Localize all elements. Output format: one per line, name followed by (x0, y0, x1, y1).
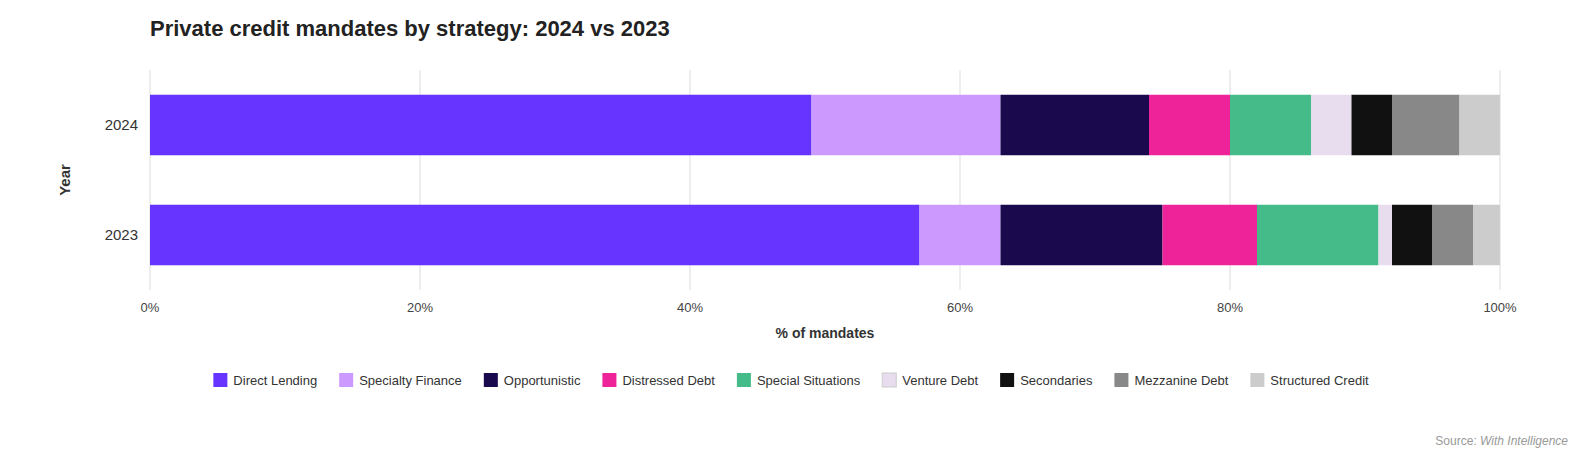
legend-label: Direct Lending (233, 373, 317, 388)
legend-item: Venture Debt (882, 373, 978, 388)
legend-swatch (484, 373, 498, 387)
legend-item: Special Situations (737, 373, 861, 388)
legend-swatch (1114, 373, 1128, 387)
legend-label: Structured Credit (1270, 373, 1369, 388)
legend-swatch (339, 373, 353, 387)
legend-label: Specialty Finance (359, 373, 462, 388)
bar-segment (1433, 205, 1474, 266)
legend-swatch (1000, 373, 1014, 387)
source: Source: With Intelligence (1435, 434, 1568, 448)
legend-label: Distressed Debt (622, 373, 715, 388)
bar-segment (1392, 205, 1433, 266)
legend-swatch (737, 373, 751, 387)
legend-item: Mezzanine Debt (1114, 373, 1228, 388)
bar-segment (1392, 95, 1460, 156)
bar-segment (1473, 205, 1500, 266)
bar-segment (1163, 205, 1258, 266)
legend-label: Opportunistic (504, 373, 581, 388)
x-tick-label: 80% (1217, 300, 1243, 315)
legend-swatch (602, 373, 616, 387)
title: Private credit mandates by strategy: 202… (150, 16, 670, 41)
x-tick-label: 100% (1483, 300, 1517, 315)
bar-segment (1379, 205, 1393, 266)
legend-label: Secondaries (1020, 373, 1093, 388)
x-tick-label: 20% (407, 300, 433, 315)
bar-segment (150, 205, 920, 266)
bar-segment (1311, 95, 1352, 156)
bar-segment (1352, 95, 1393, 156)
source-part: Source: (1435, 434, 1480, 448)
bar-segment (1149, 95, 1230, 156)
bars (150, 95, 1500, 266)
legend-item: Secondaries (1000, 373, 1093, 388)
bar-segment (1460, 95, 1501, 156)
legend-item: Direct Lending (213, 373, 317, 388)
y-axis-label: Year (56, 164, 73, 196)
x-axis-label: % of mandates (776, 325, 875, 341)
legend-swatch (1250, 373, 1264, 387)
legend-label: Mezzanine Debt (1134, 373, 1228, 388)
legend-item: Opportunistic (484, 373, 581, 388)
x-tick-label: 0% (141, 300, 160, 315)
legend-label: Special Situations (757, 373, 861, 388)
x-tick-label: 60% (947, 300, 973, 315)
bar-segment (812, 95, 1001, 156)
legend-item: Specialty Finance (339, 373, 462, 388)
legend-swatch (882, 373, 896, 387)
legend: Direct Lending Specialty Finance Opportuni… (213, 373, 1369, 388)
legend-label: Venture Debt (902, 373, 978, 388)
source-part: With Intelligence (1480, 434, 1568, 448)
x-tick-label: 40% (677, 300, 703, 315)
y-tick-label: 2023 (105, 226, 138, 243)
legend-swatch (213, 373, 227, 387)
legend-item: Structured Credit (1250, 373, 1369, 388)
bar-segment (920, 205, 1001, 266)
bar-segment (1001, 95, 1150, 156)
chart: Private credit mandates by strategy: 202… (0, 0, 1582, 459)
legend-item: Distressed Debt (602, 373, 715, 388)
y-tick-label: 2024 (105, 116, 138, 133)
bar-segment (1257, 205, 1379, 266)
bar-segment (1001, 205, 1163, 266)
bar-segment (150, 95, 812, 156)
bar-segment (1230, 95, 1311, 156)
grid (150, 70, 1500, 290)
